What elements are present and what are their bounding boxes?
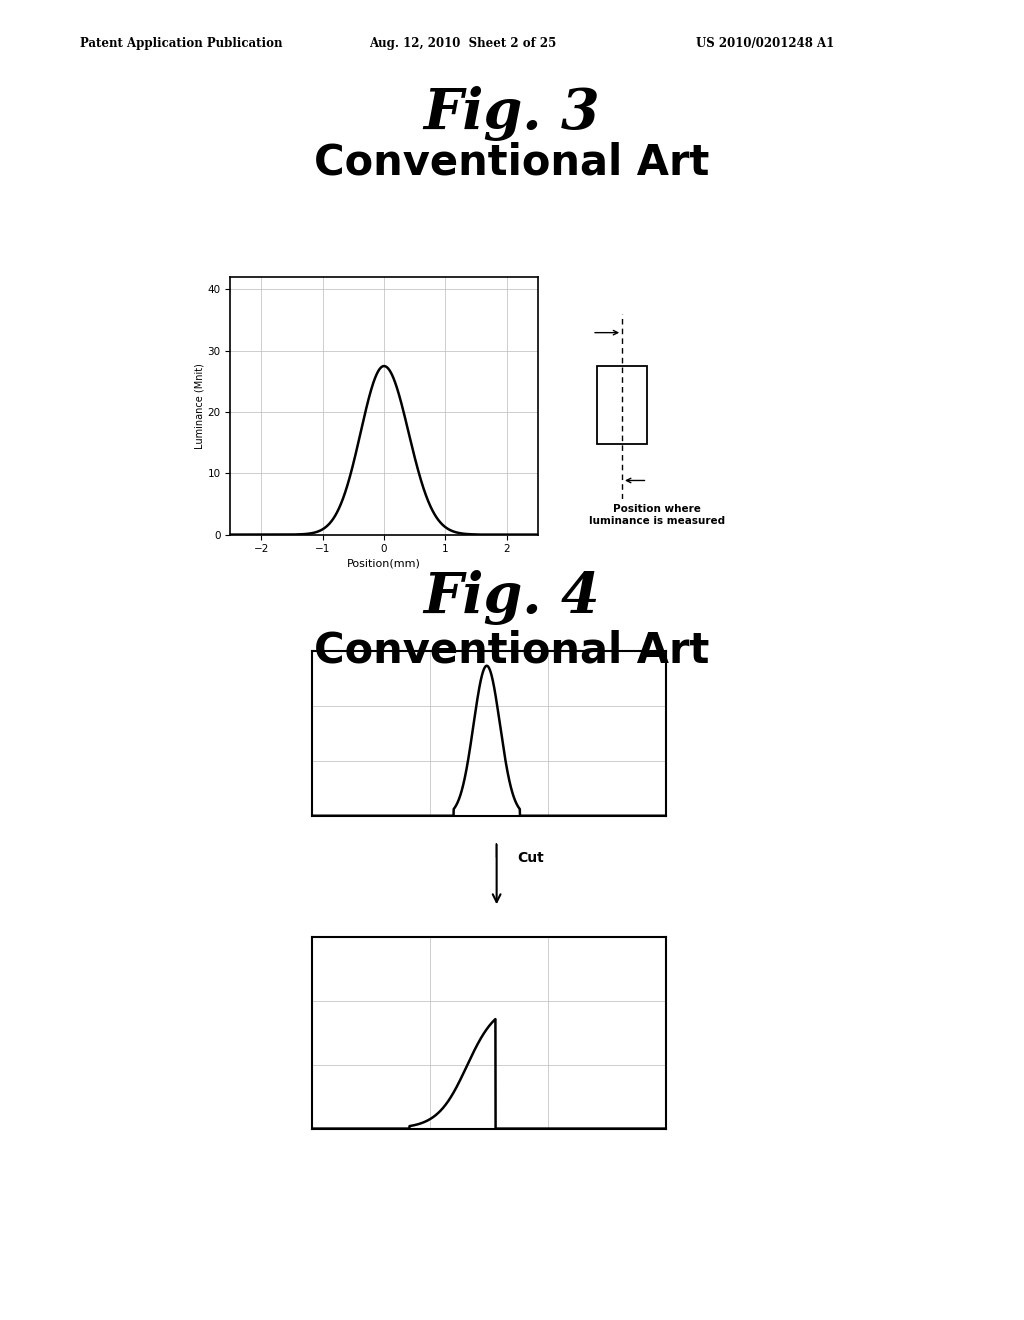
Text: Conventional Art: Conventional Art: [314, 141, 710, 183]
Text: Aug. 12, 2010  Sheet 2 of 25: Aug. 12, 2010 Sheet 2 of 25: [369, 37, 556, 50]
Text: Conventional Art: Conventional Art: [314, 630, 710, 672]
Text: Fig. 3: Fig. 3: [424, 86, 600, 141]
Text: US 2010/0201248 A1: US 2010/0201248 A1: [696, 37, 835, 50]
Text: Patent Application Publication: Patent Application Publication: [80, 37, 283, 50]
Bar: [597, 366, 647, 444]
X-axis label: Position(mm): Position(mm): [347, 558, 421, 569]
Text: Fig. 4: Fig. 4: [424, 570, 600, 626]
Text: Cut: Cut: [517, 851, 544, 866]
Y-axis label: Luminance (Mnit): Luminance (Mnit): [195, 363, 205, 449]
Text: Position where
luminance is measured: Position where luminance is measured: [590, 504, 725, 525]
Text: |: |: [494, 842, 498, 857]
